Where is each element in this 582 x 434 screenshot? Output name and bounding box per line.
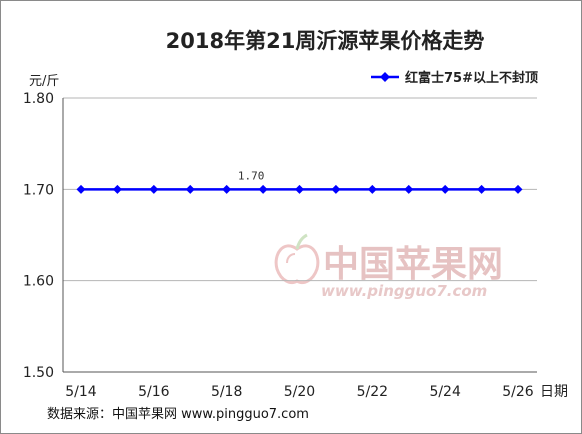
legend: 红富士75#以上不封顶 — [371, 70, 538, 86]
y-tick-label: 1.60 — [23, 274, 54, 290]
data-point — [295, 184, 304, 194]
data-point — [222, 184, 232, 194]
x-tick-label: 5/16 — [138, 384, 170, 400]
data-point — [149, 184, 159, 194]
axes — [62, 98, 537, 373]
x-tick-label: 5/22 — [357, 384, 388, 400]
x-tick-label: 5/26 — [502, 384, 534, 400]
data-point — [76, 184, 86, 194]
data-label: 1.70 — [238, 169, 265, 182]
data-point — [331, 184, 341, 194]
y-axis-unit: 元/斤 — [29, 74, 59, 89]
x-tick-label: 5/20 — [284, 384, 315, 400]
legend-label: 红富士75#以上不封顶 — [405, 70, 538, 86]
data-point — [367, 184, 377, 194]
data-point — [258, 184, 268, 194]
watermark: 中国苹果网 www.pingguo7.com — [274, 233, 503, 300]
chart-title: 2018年第21周沂源苹果价格走势 — [166, 29, 485, 53]
y-tick-label: 1.50 — [23, 365, 54, 381]
x-tick-label: 5/14 — [65, 384, 97, 400]
x-tick-labels: 5/14 5/16 5/18 5/20 5/22 5/24 5/26 — [65, 384, 534, 400]
y-tick-label: 1.80 — [23, 91, 54, 107]
source-text: 数据来源：中国苹果网 www.pingguo7.com — [47, 407, 309, 422]
data-labels: 1.70 — [238, 169, 265, 182]
x-tick-label: 5/24 — [429, 384, 461, 400]
data-point — [513, 184, 523, 194]
data-point — [185, 184, 195, 194]
x-axis-unit: 日期 — [540, 384, 568, 400]
data-point — [404, 184, 414, 194]
data-point — [440, 184, 450, 194]
watermark-url: www.pingguo7.com — [321, 282, 487, 300]
data-point — [112, 184, 122, 194]
legend-diamond-marker — [380, 72, 390, 82]
watermark-name: 中国苹果网 — [323, 244, 503, 285]
y-tick-label: 1.70 — [23, 182, 54, 198]
apple-logo-icon — [274, 233, 320, 284]
data-point — [477, 184, 487, 194]
series-group — [76, 184, 523, 194]
y-tick-labels: 1.50 1.60 1.70 1.80 — [23, 91, 54, 381]
x-tick-label: 5/18 — [211, 384, 242, 400]
